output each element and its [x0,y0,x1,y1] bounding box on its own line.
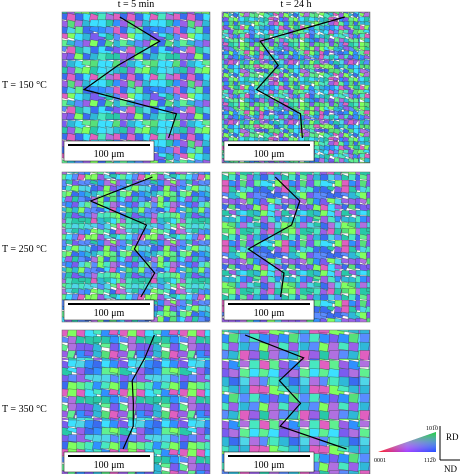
scale-bar-label: 100 μm [94,460,125,471]
map-area [61,329,211,474]
row-label: T = 150 °C [2,80,47,91]
legend-rd: RD [446,432,459,442]
row-label: T = 250 °C [2,244,47,255]
boundary-trace [255,16,345,139]
map-area [221,11,371,164]
map-area [221,171,371,323]
boundary-trace [247,176,301,298]
legend-corner: 0001 [374,458,386,464]
ebsd-map: 100 μm [61,171,211,323]
ebsd-map: 100 μm [221,329,371,474]
boundary-trace [82,16,178,139]
ebsd-map: 100 μm [61,329,211,474]
boundary-trace [244,334,347,450]
ebsd-map: 100 μm [221,171,371,323]
ebsd-map: 100 μm [61,11,211,164]
column-header: t = 5 min [118,0,154,10]
legend-corner: 101̅0 [426,425,438,432]
ipf-legend: RD ND 0001 112̅0 101̅0 [374,425,460,474]
scale-bar-label: 100 μm [254,308,285,319]
legend-nd: ND [444,464,457,474]
legend-corner: 112̅0 [424,457,436,464]
map-area [221,329,371,474]
scale-bar-label: 100 μm [94,149,125,160]
scale-bar-label: 100 μm [94,308,125,319]
scale-bar-label: 100 μm [254,149,285,160]
row-label: T = 350 °C [2,404,47,415]
scale-bar-label: 100 μm [254,460,285,471]
boundary-trace [122,334,155,450]
column-header: t = 24 h [281,0,312,10]
ebsd-map: 100 μm [221,11,371,164]
map-area [61,11,211,164]
legend-triangle-overlay [378,432,436,452]
boundary-trace [89,176,156,298]
